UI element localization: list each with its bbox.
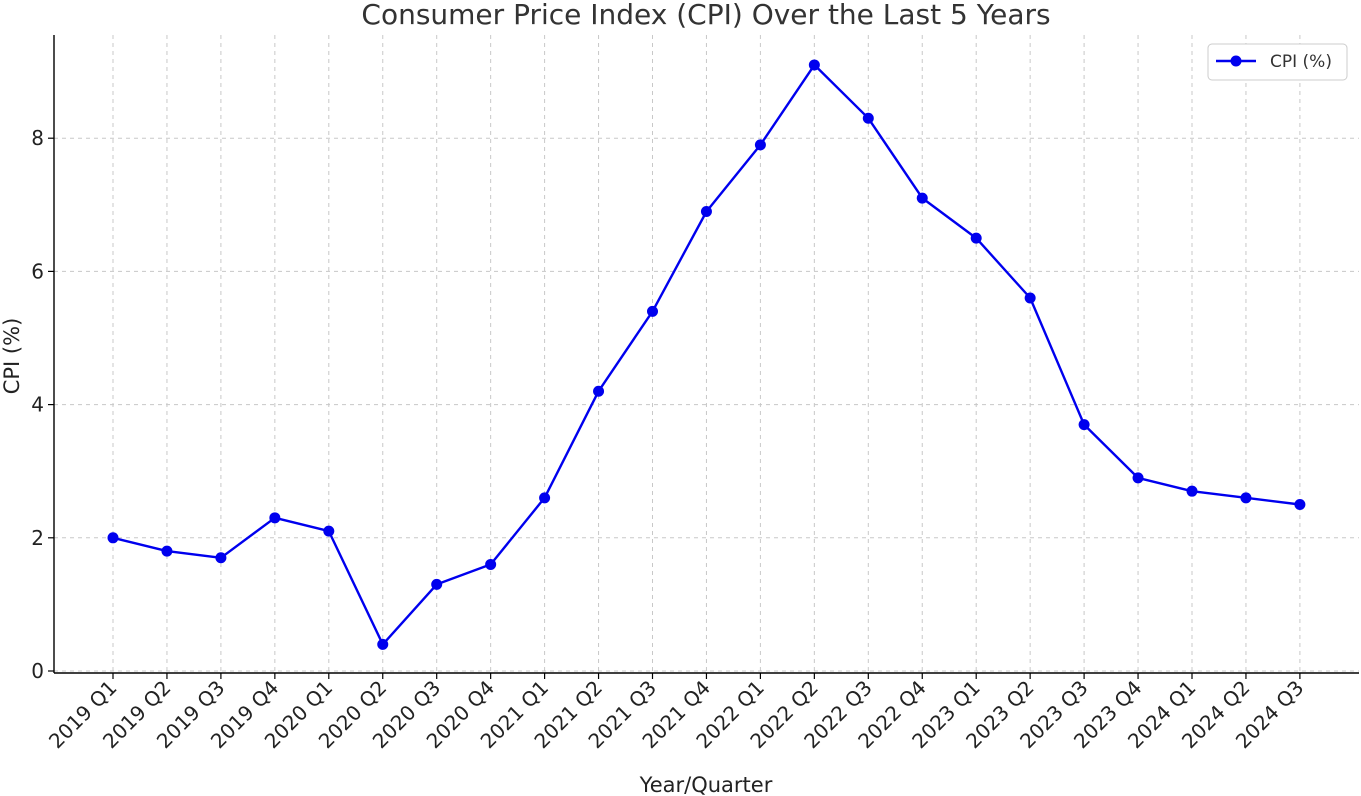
y-tick-label: 0: [31, 659, 44, 683]
data-point: [161, 545, 173, 557]
data-point: [1294, 499, 1306, 510]
y-tick-label: 6: [31, 259, 44, 283]
data-point: [485, 558, 497, 570]
chart-title: Consumer Price Index (CPI) Over the Last…: [361, 0, 1050, 31]
data-point: [1240, 492, 1252, 504]
data-point: [1024, 292, 1036, 304]
data-point: [377, 638, 389, 650]
legend: CPI (%): [1207, 43, 1348, 81]
data-point: [593, 385, 605, 397]
data-point: [1186, 485, 1198, 497]
data-point: [862, 112, 874, 124]
data-point: [269, 512, 281, 524]
y-axis-title: CPI (%): [0, 318, 24, 395]
y-tick-label: 2: [31, 526, 44, 550]
data-point: [808, 59, 820, 71]
y-tick-label: 8: [31, 126, 44, 150]
data-point: [431, 578, 443, 590]
y-tick-label: 4: [31, 393, 44, 417]
data-point: [323, 525, 335, 537]
data-point: [970, 232, 982, 244]
data-point: [215, 552, 227, 564]
data-point: [107, 532, 119, 544]
series-layer: [107, 59, 1306, 650]
legend-label-cpi: CPI (%): [1270, 52, 1332, 72]
data-point: [754, 139, 766, 151]
data-point: [700, 205, 712, 217]
data-point: [916, 192, 928, 204]
data-point: [1132, 472, 1144, 484]
data-point: [1078, 419, 1090, 431]
data-point: [647, 305, 658, 317]
legend-marker-icon: [1230, 55, 1242, 67]
legend-frame: [1207, 43, 1348, 81]
data-point: [539, 492, 551, 504]
grid-layer: [54, 35, 1359, 673]
x-axis-title: Year/Quarter: [639, 773, 773, 796]
